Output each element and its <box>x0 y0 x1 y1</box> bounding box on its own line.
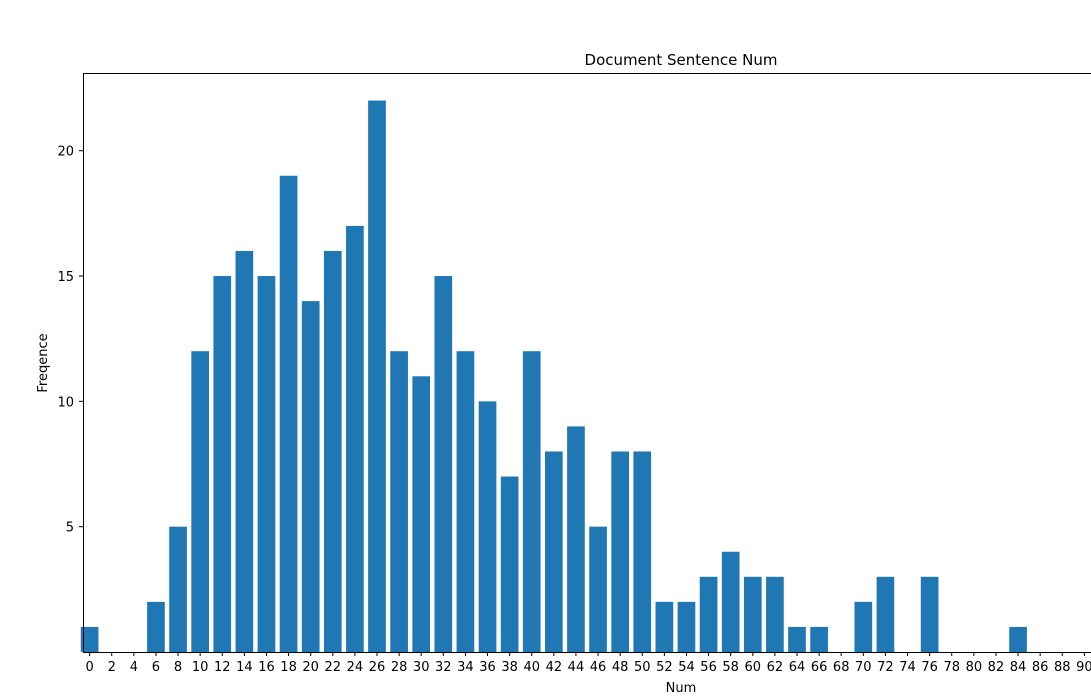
x-tick-label: 56 <box>700 660 717 675</box>
bar-30 <box>412 376 431 652</box>
x-tick-label: 42 <box>546 660 563 675</box>
y-axis-label: Freqence <box>36 333 51 392</box>
x-tick-label: 74 <box>899 660 916 675</box>
bar-48 <box>611 451 629 652</box>
y-axis-ticks: 5 10 15 20 <box>57 145 83 536</box>
x-tick-label: 48 <box>612 660 629 675</box>
x-tick-label: 38 <box>501 660 518 675</box>
x-tick-label: 8 <box>174 660 182 675</box>
bar-72 <box>876 576 895 652</box>
x-tick-label: 50 <box>634 660 651 675</box>
x-tick-label: 36 <box>479 660 496 675</box>
x-tick-label: 20 <box>302 660 319 675</box>
x-tick-label: 40 <box>523 660 540 675</box>
bar-60 <box>743 576 762 652</box>
bar-58 <box>721 551 740 652</box>
x-tick-label: 16 <box>258 660 275 675</box>
x-axis-label: Num <box>666 681 697 696</box>
bar-54 <box>677 601 696 652</box>
bar-28 <box>390 351 408 652</box>
bar-44 <box>567 426 585 652</box>
x-tick-label: 24 <box>347 660 364 675</box>
bar-20 <box>301 301 320 652</box>
bar-24 <box>346 225 364 652</box>
x-tick-label: 26 <box>369 660 386 675</box>
bar-66 <box>810 626 828 652</box>
x-tick-label: 70 <box>855 660 872 675</box>
x-tick-label: 4 <box>130 660 138 675</box>
bar-40 <box>522 351 541 652</box>
bar-46 <box>589 526 607 652</box>
bar-36 <box>478 401 497 652</box>
x-tick-label: 44 <box>568 660 585 675</box>
x-tick-label: 46 <box>590 660 607 675</box>
x-tick-label: 78 <box>943 660 960 675</box>
x-tick-label: 2 <box>108 660 116 675</box>
bar-62 <box>766 576 784 652</box>
y-tick-label: 15 <box>57 270 74 285</box>
bar-0 <box>80 626 99 652</box>
bar-32 <box>434 276 453 652</box>
x-tick-label: 90 <box>1076 660 1091 675</box>
y-tick-label: 20 <box>57 145 74 160</box>
bar-52 <box>655 601 674 652</box>
bar-76 <box>920 576 939 652</box>
x-tick-label: 80 <box>966 660 983 675</box>
bar-70 <box>854 601 873 652</box>
x-tick-label: 14 <box>236 660 253 675</box>
x-tick-label: 54 <box>678 660 695 675</box>
x-tick-label: 76 <box>921 660 938 675</box>
x-tick-label: 18 <box>280 660 297 675</box>
y-tick-label: 5 <box>66 521 74 536</box>
x-tick-label: 0 <box>85 660 93 675</box>
bar-26 <box>368 100 386 653</box>
x-tick-label: 82 <box>988 660 1005 675</box>
x-tick-label: 84 <box>1010 660 1027 675</box>
x-tick-label: 32 <box>435 660 452 675</box>
x-tick-label: 34 <box>457 660 474 675</box>
x-axis-ticks: 0 2 4 6 8 10 12 14 16 18 20 22 24 26 28 30 32 34 36 38 40 42 4… <box>85 652 1091 675</box>
bar-56 <box>699 576 718 652</box>
bar-50 <box>633 451 652 652</box>
bar-84 <box>1009 626 1027 652</box>
x-tick-label: 52 <box>656 660 673 675</box>
x-tick-label: 28 <box>391 660 408 675</box>
x-tick-label: 64 <box>789 660 806 675</box>
x-tick-label: 58 <box>722 660 739 675</box>
bar-6 <box>147 601 165 652</box>
x-tick-label: 62 <box>767 660 784 675</box>
axes-frame <box>83 73 1091 653</box>
bar-38 <box>500 476 519 652</box>
x-tick-label: 66 <box>811 660 828 675</box>
x-tick-label: 30 <box>413 660 430 675</box>
bar-34 <box>456 351 475 652</box>
x-tick-label: 60 <box>745 660 762 675</box>
bar-64 <box>788 626 806 652</box>
bar-16 <box>257 276 276 652</box>
y-tick-label: 10 <box>57 395 74 410</box>
bar-8 <box>169 526 187 652</box>
bar-10 <box>191 351 209 652</box>
x-tick-label: 6 <box>152 660 160 675</box>
x-tick-label: 68 <box>833 660 850 675</box>
chart-title: Document Sentence Num <box>585 51 778 69</box>
x-tick-label: 12 <box>214 660 231 675</box>
x-tick-label: 86 <box>1032 660 1049 675</box>
bars-group <box>80 100 1027 653</box>
bar-12 <box>213 276 232 652</box>
x-tick-label: 72 <box>877 660 894 675</box>
x-tick-label: 22 <box>325 660 342 675</box>
bar-42 <box>545 451 563 652</box>
bar-18 <box>279 175 298 652</box>
x-tick-label: 10 <box>192 660 209 675</box>
x-tick-label: 88 <box>1054 660 1071 675</box>
bar-14 <box>235 250 254 652</box>
bar-22 <box>323 250 342 652</box>
